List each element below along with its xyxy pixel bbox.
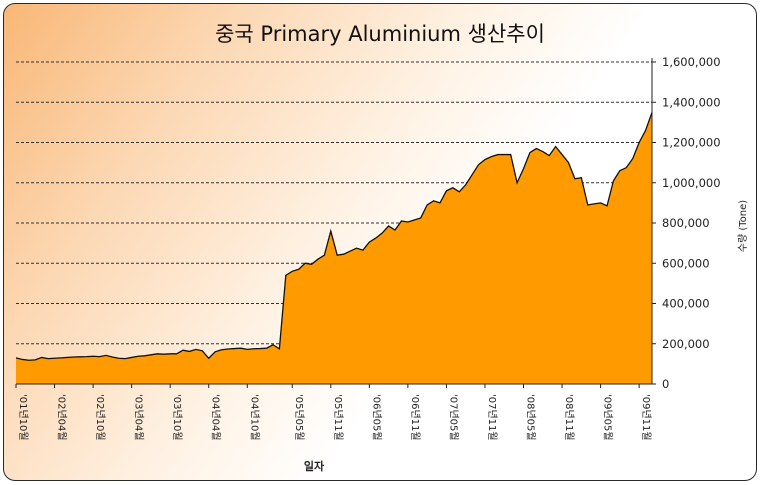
area-line	[15, 112, 653, 361]
x-tick-label: '04년10월	[248, 394, 260, 441]
y-tick-label: 1,400,000	[662, 95, 721, 109]
x-tick-label: '09년05월	[602, 394, 614, 441]
y-tick-label: 1,000,000	[662, 176, 721, 190]
x-axis-label: 일자	[304, 459, 325, 473]
x-tick-label: '01년10월	[17, 394, 29, 441]
x-axis: '01년10월 '02년04월 '02년10월 '03년04월 '03년10월 '04년0…	[15, 383, 652, 441]
x-tick-label: '07년05월	[447, 394, 459, 441]
x-tick-label: '03년10월	[171, 394, 183, 441]
x-tick-label: '08년05월	[525, 394, 537, 441]
x-tick-label: '05년11월	[332, 394, 344, 441]
x-tick-label: '04년04월	[210, 394, 222, 441]
chart-plot: 0 200,000 400,000 600,000 800,000 1,000,000 1,…	[15, 55, 749, 473]
area-series	[15, 112, 653, 384]
x-tick-label: '02년04월	[56, 394, 68, 441]
chart-title: 중국 Primary Aluminium 생산추이	[215, 22, 545, 46]
area-fill	[16, 112, 652, 384]
x-tick-label: '09년11월	[640, 394, 652, 441]
x-tick-label: '07년11월	[486, 394, 498, 441]
y-tick-label: 200,000	[662, 337, 710, 351]
x-tick-label: '03년04월	[133, 394, 145, 441]
y-tick-label: 800,000	[662, 216, 710, 230]
y-tick-label: 400,000	[662, 297, 710, 311]
y-axis: 0 200,000 400,000 600,000 800,000 1,000,000 1,…	[651, 55, 721, 391]
x-tick-label: '08년11월	[563, 394, 575, 441]
y-axis-label: 수량 (Tone)	[737, 200, 749, 252]
y-tick-label: 600,000	[662, 256, 710, 270]
y-tick-label: 0	[662, 377, 669, 391]
y-tick-label: 1,600,000	[662, 55, 721, 69]
x-tick-label: '02년10월	[94, 394, 106, 441]
x-tick-label: '05년05월	[293, 394, 305, 441]
y-tick-label: 1,200,000	[662, 136, 721, 150]
x-tick-label: '06년05월	[370, 394, 382, 441]
chart-frame: 중국 Primary Aluminium 생산추이 0 200,000 400,00…	[3, 3, 757, 481]
x-tick-label: '06년11월	[409, 394, 421, 441]
